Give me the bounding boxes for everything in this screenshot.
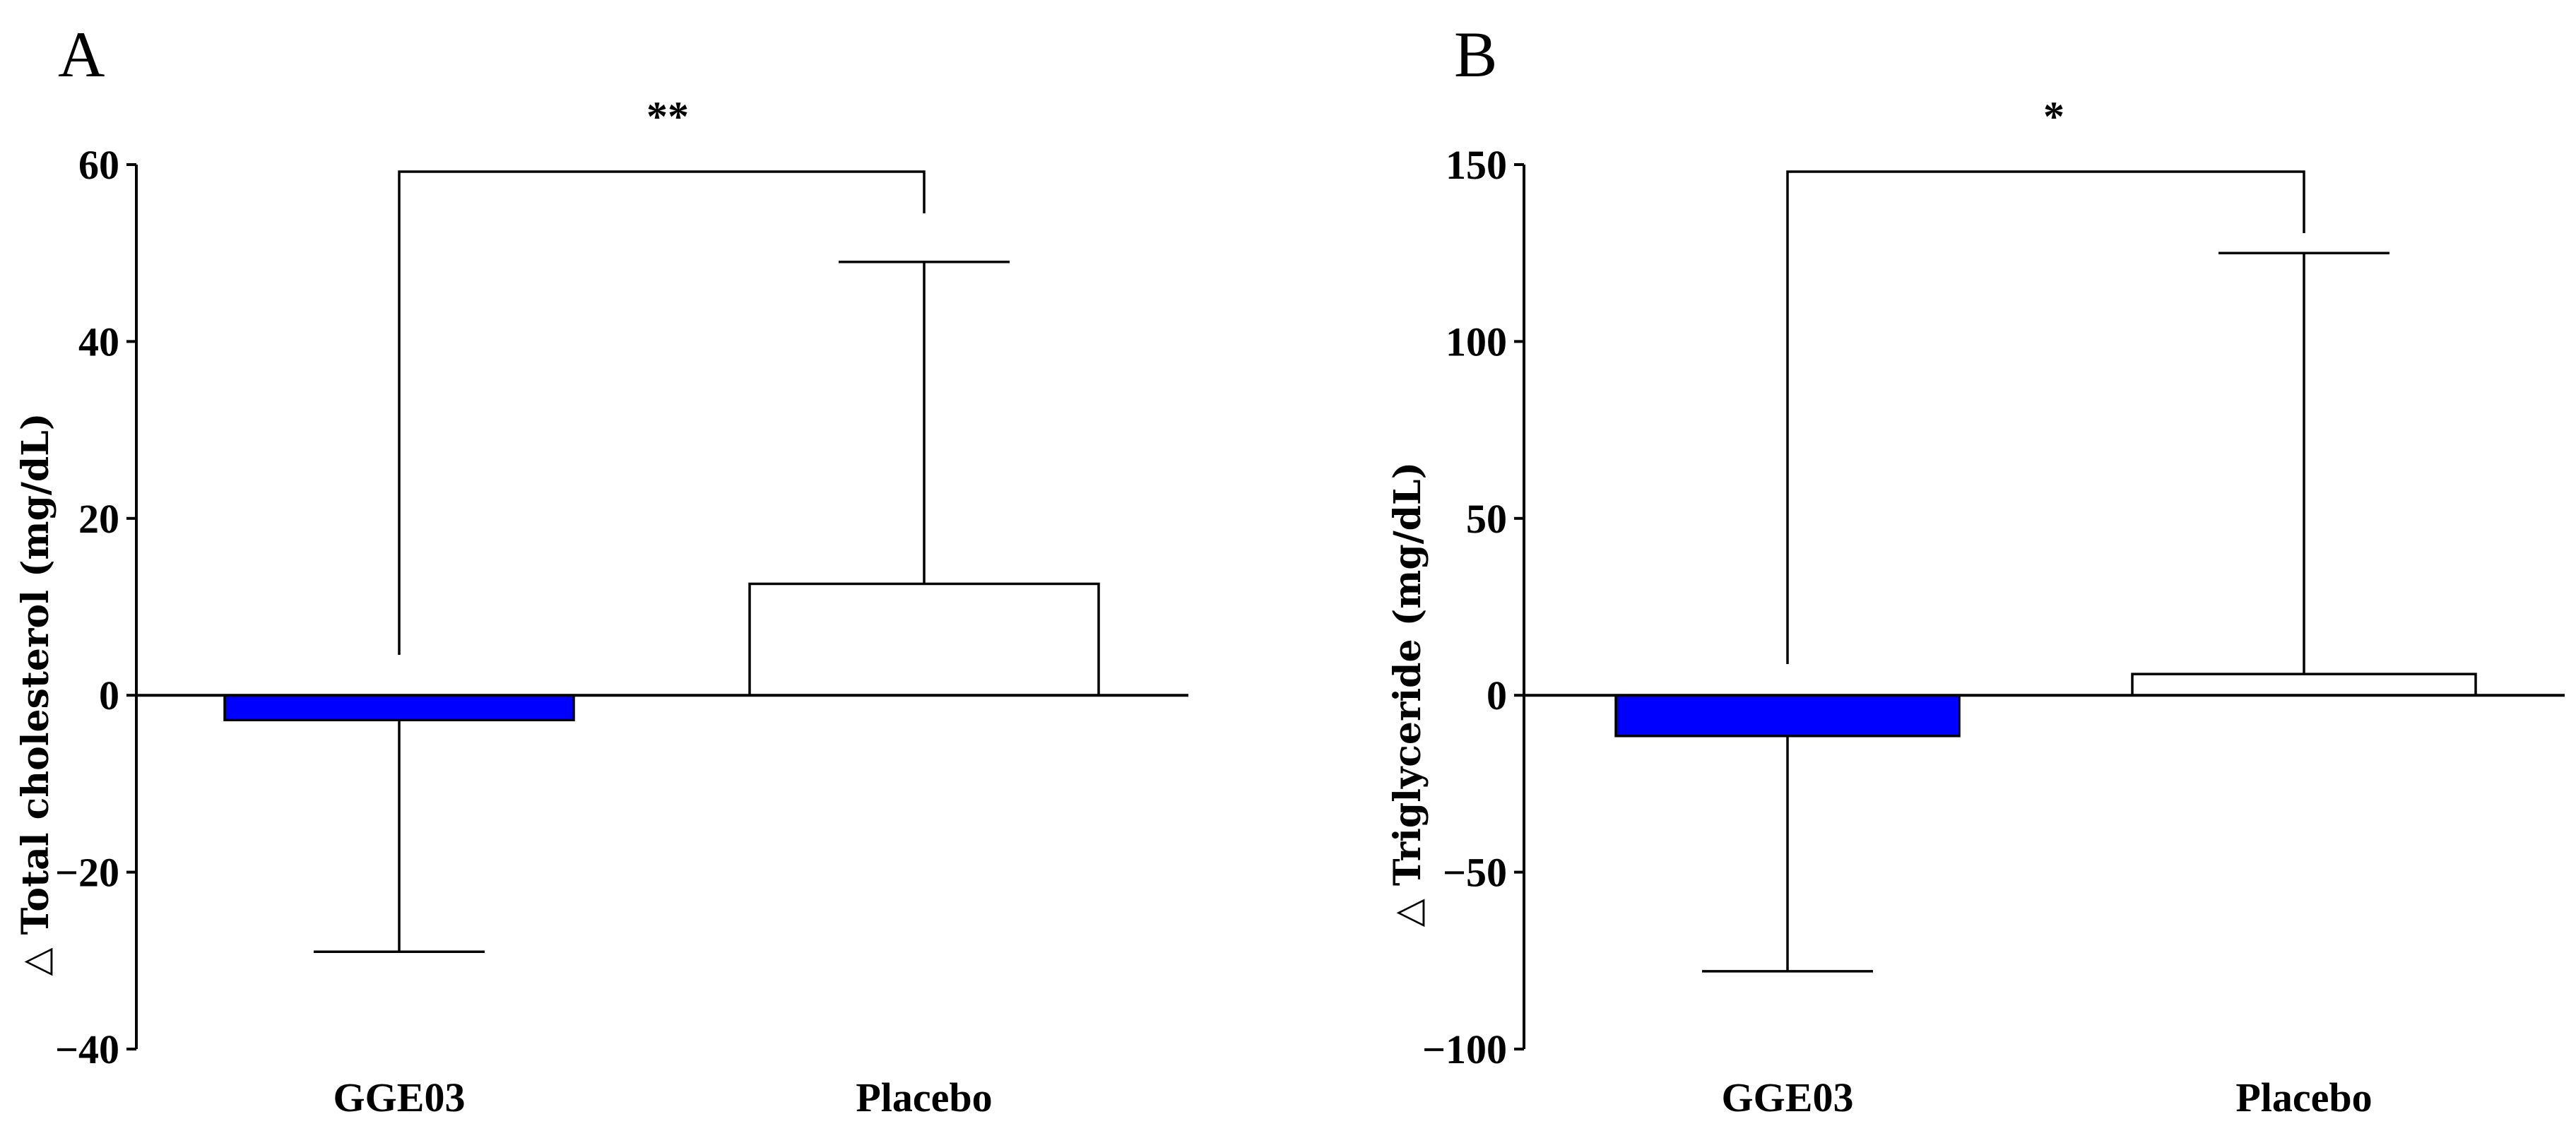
bar-gge03-a	[223, 694, 575, 722]
y-tick-label-a: 0	[99, 673, 119, 718]
y-tick-label-b: 100	[1446, 319, 1507, 365]
y-axis-label-a: △ Total cholesterol (mg/dL)	[14, 413, 57, 976]
x-category-label-a: Placebo	[856, 1074, 992, 1120]
y-tick-label-a: 40	[78, 319, 119, 365]
y-tick-label-b: 50	[1466, 496, 1507, 542]
x-category-label-b: Placebo	[2235, 1074, 2372, 1120]
bar-gge03-b	[1614, 694, 1961, 738]
y-tick-label-a: 60	[78, 142, 119, 188]
y-tick-label-b: −100	[1422, 1026, 1507, 1072]
panel-b: B * △ Triglyceride (mg/dL) 150 100 50 0 −50 −…	[1386, 18, 2565, 1120]
y-tick-label-b: 0	[1487, 673, 1507, 718]
panel-b-label: B	[1454, 18, 1497, 90]
plot-area-a: 60 40 20 0 −20 −40 GGE03 Placebo	[55, 142, 1188, 1120]
y-tick-label-a: −40	[55, 1026, 119, 1072]
y-tick-label-b: −50	[1443, 850, 1507, 896]
x-category-label-b: GGE03	[1722, 1074, 1854, 1120]
x-category-label-a: GGE03	[333, 1074, 466, 1120]
plot-area-b: 150 100 50 0 −50 −100 GGE03 Placebo	[1422, 142, 2565, 1120]
significance-bracket-a	[398, 170, 926, 655]
panel-a-label: A	[58, 18, 105, 90]
y-tick-label-b: 150	[1446, 142, 1507, 188]
significance-marker-b: *	[2043, 93, 2064, 140]
y-tick-label-a: −20	[55, 850, 119, 896]
panel-a: A ** △ Total cholesterol (mg/dL) 60 40 20 0…	[14, 18, 1188, 1120]
y-axis-label-b: △ Triglyceride (mg/dL)	[1386, 462, 1429, 927]
bar-placebo-a	[748, 582, 1100, 697]
significance-bracket-b	[1786, 170, 2305, 664]
y-tick-label-a: 20	[78, 496, 119, 542]
significance-marker-a: **	[646, 93, 689, 140]
bar-placebo-b	[2131, 673, 2477, 697]
